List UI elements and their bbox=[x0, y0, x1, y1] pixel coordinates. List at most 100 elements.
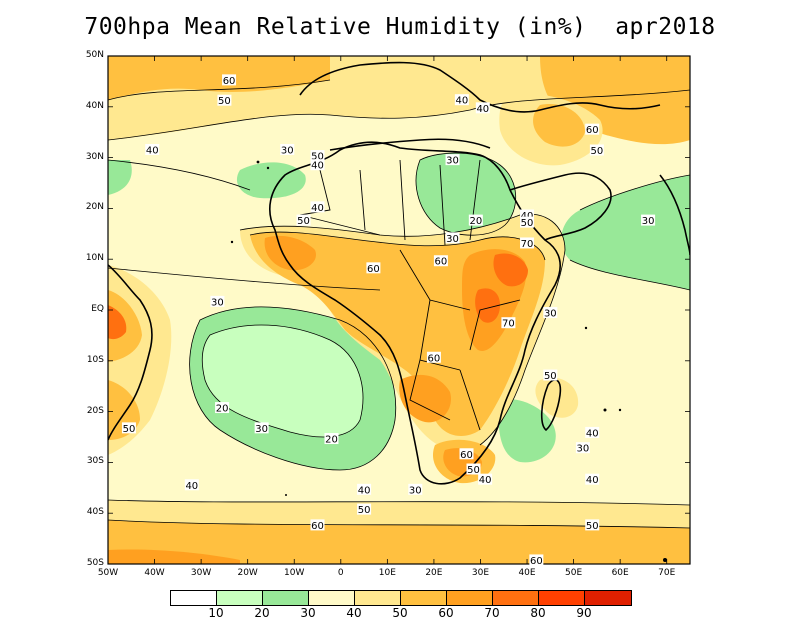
humidity-fill-20-30-arabia bbox=[561, 175, 690, 290]
contour-label: 40 bbox=[479, 475, 492, 486]
latitude-label: 50N bbox=[85, 50, 104, 60]
contour-label: 40 bbox=[586, 428, 599, 439]
contour-label: 50 bbox=[544, 371, 557, 382]
contour-label: 60 bbox=[530, 556, 543, 567]
contour-label-bg bbox=[543, 369, 558, 381]
colorbar-swatch bbox=[263, 591, 309, 605]
southamerica-coastline bbox=[108, 264, 153, 441]
contour-label: 50 bbox=[467, 465, 480, 476]
longitude-label: 40E bbox=[518, 568, 536, 578]
latitude-label: 20S bbox=[86, 405, 104, 416]
contour-label-bg bbox=[585, 426, 600, 438]
humidity-fill-20-30-sahara bbox=[236, 162, 306, 199]
madagascar-coastline bbox=[540, 379, 562, 432]
contour-label: 40 bbox=[455, 96, 468, 107]
contour-label: 30 bbox=[255, 424, 268, 435]
latitude-label: 20N bbox=[85, 202, 104, 213]
longitude-label: 20W bbox=[237, 568, 258, 578]
contour-label-bg bbox=[357, 483, 372, 495]
contour-label: 30 bbox=[446, 234, 459, 245]
longitude-label: 20E bbox=[425, 568, 443, 578]
contour-label-bg bbox=[520, 209, 535, 221]
contour-label: 40 bbox=[476, 104, 489, 115]
contour-label: 50 bbox=[586, 521, 599, 532]
contour-label-bg bbox=[357, 503, 372, 515]
contour-label: 70 bbox=[521, 239, 534, 250]
latitude-label: 40N bbox=[85, 100, 104, 111]
colorbar-swatch bbox=[585, 591, 631, 605]
contour-label-bg bbox=[324, 433, 339, 445]
colorbar-label: 20 bbox=[254, 606, 270, 620]
colorbar-label: 30 bbox=[300, 606, 316, 620]
contour-label: 50 bbox=[591, 146, 604, 157]
longitude-label: 60E bbox=[611, 568, 629, 578]
mediterranean-coastline bbox=[329, 138, 491, 151]
contour-label-bg bbox=[254, 422, 269, 434]
contour-label: 30 bbox=[446, 156, 459, 167]
longitude-label: 30E bbox=[471, 568, 490, 578]
contour-label-bg bbox=[585, 473, 600, 485]
colorbar-swatch bbox=[309, 591, 355, 605]
contour-label: 40 bbox=[586, 475, 599, 486]
contour-label-bg bbox=[280, 143, 295, 155]
humidity-fill-70-80-africa bbox=[264, 235, 316, 271]
colorbar-label: 40 bbox=[346, 606, 362, 620]
contour-label: 30 bbox=[544, 309, 557, 320]
country-borders bbox=[299, 159, 521, 431]
contour-label: 60 bbox=[435, 257, 448, 268]
contour-label-bg bbox=[466, 463, 481, 475]
colorbar-label: 90 bbox=[576, 606, 592, 620]
longitude-label: 0 bbox=[337, 568, 344, 578]
contour-label-bg bbox=[454, 94, 469, 106]
colorbar-label: 70 bbox=[484, 606, 500, 620]
contour-label-bg bbox=[310, 159, 325, 171]
contour-label-bg bbox=[145, 143, 160, 155]
humidity-fill-60-70-south bbox=[108, 520, 690, 564]
contour-label-bg bbox=[501, 317, 516, 329]
humidity-fill-60-70-north bbox=[108, 56, 330, 100]
contour-label-bg bbox=[445, 232, 460, 244]
contour-label-bg bbox=[585, 519, 600, 531]
contour-label-bg bbox=[478, 473, 493, 485]
latitude-label: 40S bbox=[86, 507, 104, 518]
arabia-coastline bbox=[509, 172, 612, 241]
humidity-fill-10-20-atlantic bbox=[202, 324, 363, 437]
latitude-label: 10N bbox=[85, 253, 104, 264]
contour-label: 60 bbox=[460, 450, 473, 461]
longitude-label: 40W bbox=[144, 568, 165, 578]
longitude-label: 10W bbox=[284, 568, 305, 578]
colorbar-swatch bbox=[355, 591, 401, 605]
colorbar-swatch bbox=[171, 591, 217, 605]
colorbar-label: 50 bbox=[392, 606, 408, 620]
colorbar bbox=[170, 590, 632, 606]
contour-label: 50 bbox=[218, 96, 231, 107]
contour-label: 40 bbox=[311, 161, 324, 172]
contour-label-bg bbox=[426, 351, 441, 363]
longitude-label: 70E bbox=[658, 568, 676, 578]
contour-label: 40 bbox=[311, 203, 324, 214]
contour-label-bg bbox=[445, 154, 460, 166]
contour-label-bg bbox=[585, 123, 600, 135]
contour-label-bg bbox=[408, 483, 423, 495]
colorbar-swatch bbox=[447, 591, 493, 605]
latitude-label: 10S bbox=[86, 354, 104, 365]
longitude-label: 30W bbox=[190, 568, 212, 578]
contour-label-bg bbox=[222, 74, 237, 86]
contour-label-bg bbox=[468, 214, 483, 226]
contour-label: 20 bbox=[469, 216, 482, 227]
contour-label-bg bbox=[641, 214, 656, 226]
colorbar-label: 10 bbox=[208, 606, 224, 620]
colorbar-swatch bbox=[217, 591, 263, 605]
contour-label: 30 bbox=[642, 216, 655, 227]
contour-label: 60 bbox=[586, 125, 599, 136]
colorbar-swatch bbox=[401, 591, 447, 605]
contour-label: 50 bbox=[521, 218, 534, 229]
chart-title: 700hpa Mean Relative Humidity (in%) apr2… bbox=[84, 14, 716, 40]
contour-label-bg bbox=[217, 94, 232, 106]
contour-label-bg bbox=[575, 442, 590, 454]
contour-label-bg bbox=[543, 307, 558, 319]
contour-label-bg bbox=[589, 144, 604, 156]
latitude-label: 30N bbox=[85, 151, 104, 162]
